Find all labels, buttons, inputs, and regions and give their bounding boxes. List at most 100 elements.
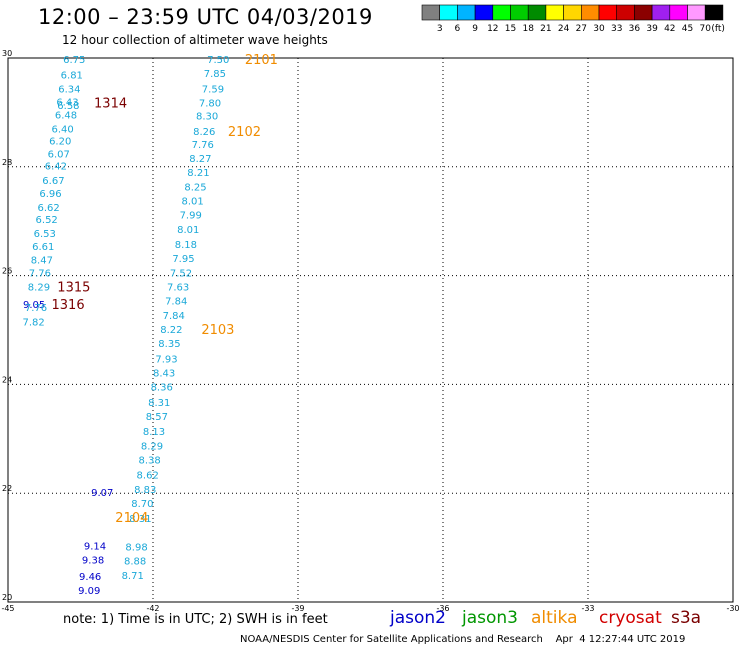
wave-height-label: 8.38 bbox=[138, 455, 160, 466]
y-tick-label: 24 bbox=[2, 375, 12, 384]
wave-height-label: 6.67 bbox=[42, 176, 64, 187]
x-tick-label: -45 bbox=[1, 604, 14, 613]
wave-height-label: 8.36 bbox=[151, 383, 173, 394]
scale-label: 70 bbox=[699, 24, 711, 34]
map-grid bbox=[8, 58, 733, 602]
wave-height-label: 7.76 bbox=[25, 303, 47, 314]
wave-height-label: 6.40 bbox=[51, 125, 73, 136]
wave-height-label: 8.29 bbox=[141, 441, 163, 452]
wave-height-label: 6.43 bbox=[56, 98, 78, 109]
scale-label: 36 bbox=[629, 24, 641, 34]
scale-label: 33 bbox=[611, 24, 622, 34]
wave-height-label: 9.09 bbox=[78, 586, 100, 597]
wave-height-label: 7.50 bbox=[207, 55, 229, 66]
wave-height-label: 7.84 bbox=[165, 297, 187, 308]
wave-height-label: 6.48 bbox=[55, 111, 77, 122]
track-number-label: 2101 bbox=[245, 53, 278, 68]
color-scale: 3 6 9 12 15 18 21 24 27 30 33 36 39 42 45 70 (ft) bbox=[421, 4, 725, 34]
wave-height-label: 6.75 bbox=[63, 55, 85, 66]
wave-height-label: 7.85 bbox=[204, 69, 226, 80]
wave-height-label: 7.93 bbox=[155, 354, 177, 365]
wave-height-label: 6.07 bbox=[48, 150, 70, 161]
scale-label: 30 bbox=[593, 24, 605, 34]
wave-height-label: 8.88 bbox=[124, 557, 146, 568]
wave-height-label: 9.14 bbox=[84, 541, 106, 552]
scale-label: 27 bbox=[576, 24, 587, 34]
track-number-label: 2102 bbox=[228, 125, 261, 140]
y-tick-label: 28 bbox=[2, 158, 12, 167]
map-axis-ticks: -45 -42 -39 -36 -33 -30 30 28 26 24 22 20 bbox=[1, 49, 739, 613]
wave-height-label: 8.25 bbox=[184, 182, 206, 193]
track-number-label: 1316 bbox=[52, 298, 85, 313]
scale-label: 24 bbox=[558, 24, 570, 34]
map-frame bbox=[7, 57, 734, 603]
page-title: 12:00 – 23:59 UTC 04/03/2019 bbox=[38, 5, 373, 29]
wave-height-points: 9.05 9.07 9.14 9.38 9.46 9.09 6.75 6.81 6.34 6.43… bbox=[22, 55, 229, 597]
color-scale-boxes bbox=[421, 4, 724, 21]
scale-color-box bbox=[704, 4, 724, 21]
track-number-label: 2104 bbox=[115, 511, 148, 526]
wave-height-label: 7.84 bbox=[163, 311, 185, 322]
track-number-label: 1315 bbox=[57, 280, 90, 295]
wave-height-label: 8.18 bbox=[175, 240, 197, 251]
wave-height-label: 8.01 bbox=[177, 225, 199, 236]
satellite-legend-item: altika bbox=[531, 608, 578, 628]
track-labels: 1314 1315 1316 2101 2102 2103 2104 bbox=[52, 53, 278, 526]
wave-height-label: 7.59 bbox=[202, 84, 224, 95]
wave-height-label: 8.26 bbox=[193, 127, 215, 138]
satellite-legend-item: jason2 bbox=[390, 608, 446, 628]
wave-height-label: 9.07 bbox=[91, 488, 113, 499]
x-tick-label: -42 bbox=[146, 604, 159, 613]
wave-height-label: 9.46 bbox=[79, 572, 101, 583]
wave-height-label: 7.76 bbox=[29, 268, 51, 279]
wave-height-label: 8.13 bbox=[143, 427, 165, 438]
wave-height-label: 8.47 bbox=[31, 255, 53, 266]
wave-height-label: 8.22 bbox=[160, 325, 182, 336]
credit-line: NOAA/NESDIS Center for Satellite Applica… bbox=[240, 634, 686, 645]
wave-height-label: 8.62 bbox=[137, 471, 159, 482]
units-note: note: 1) Time is in UTC; 2) SWH is in fe… bbox=[63, 612, 328, 627]
scale-label: 18 bbox=[522, 24, 534, 34]
x-tick-label: -39 bbox=[291, 604, 304, 613]
wave-height-label: 6.42 bbox=[45, 162, 67, 173]
wave-height-label: 8.21 bbox=[187, 168, 209, 179]
wave-height-label: 8.71 bbox=[122, 571, 144, 582]
x-tick-label: -33 bbox=[581, 604, 594, 613]
x-tick-label: -36 bbox=[436, 604, 449, 613]
scale-label: 9 bbox=[472, 24, 478, 34]
wave-height-label: 6.62 bbox=[37, 203, 59, 214]
track-number-label: 1314 bbox=[94, 97, 127, 112]
wave-height-label: 8.35 bbox=[158, 339, 180, 350]
scale-label: 15 bbox=[505, 24, 516, 34]
scale-label: 6 bbox=[455, 24, 461, 34]
satellite-legend-item: cryosat bbox=[599, 608, 662, 628]
wave-height-label: 9.05 bbox=[23, 300, 45, 311]
wave-height-label: 7.95 bbox=[172, 254, 194, 265]
wave-height-label: 8.29 bbox=[28, 282, 50, 293]
scale-label: 21 bbox=[540, 24, 551, 34]
wave-height-label: 7.82 bbox=[22, 317, 44, 328]
wave-height-label: 6.20 bbox=[49, 137, 71, 148]
wave-height-label: 6.61 bbox=[32, 242, 54, 253]
page-subtitle: 12 hour collection of altimeter wave hei… bbox=[62, 33, 328, 47]
wave-height-label: 8.27 bbox=[189, 154, 211, 165]
scale-label: 42 bbox=[664, 24, 675, 34]
wave-height-label: 8.70 bbox=[131, 499, 153, 510]
satellite-legend-item: s3a bbox=[671, 608, 702, 628]
wave-height-label: 6.96 bbox=[39, 189, 61, 200]
scale-label: 45 bbox=[682, 24, 693, 34]
wave-height-label: 7.76 bbox=[192, 140, 214, 151]
wave-height-label: 7.99 bbox=[180, 211, 202, 222]
wave-height-label: 7.52 bbox=[170, 268, 192, 279]
y-tick-label: 20 bbox=[2, 593, 12, 602]
wave-height-label: 8.57 bbox=[146, 412, 168, 423]
wave-height-label: 7.63 bbox=[167, 282, 189, 293]
wave-height-label: 8.01 bbox=[182, 197, 204, 208]
wave-height-label: 6.52 bbox=[36, 215, 58, 226]
track-number-label: 2103 bbox=[201, 323, 234, 338]
wave-height-label: 8.83 bbox=[134, 485, 156, 496]
wave-height-label: 6.53 bbox=[34, 229, 56, 240]
wave-height-label: 8.43 bbox=[153, 368, 175, 379]
wave-height-label: 8.98 bbox=[125, 543, 147, 554]
